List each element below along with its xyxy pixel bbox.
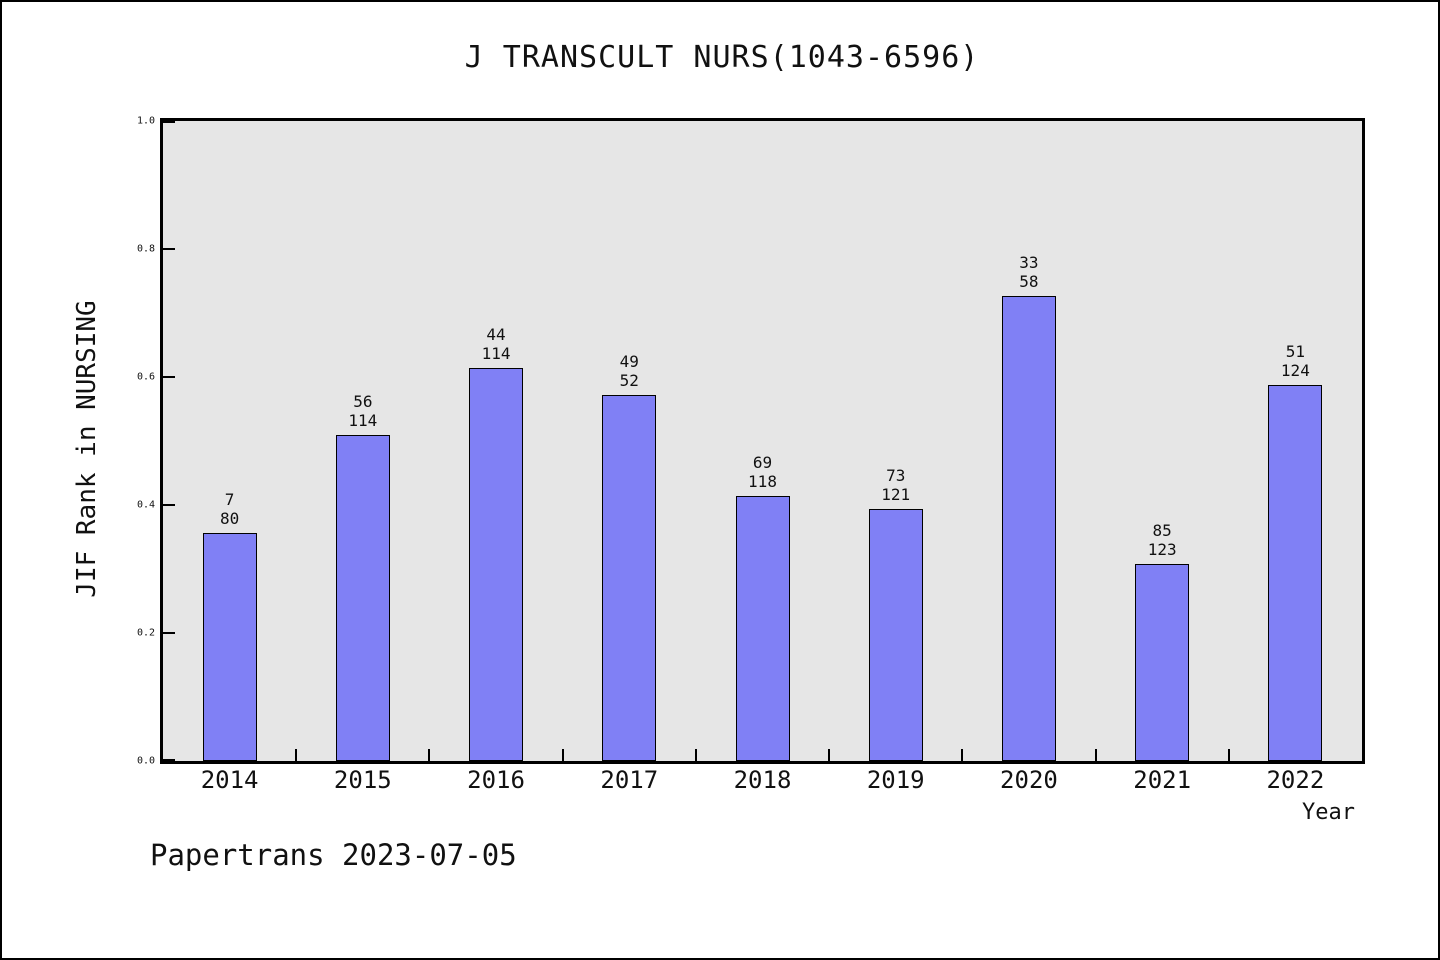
y-tick-label-0.6: 0.6 [136, 371, 155, 383]
bar-value-line2: 114 [481, 344, 511, 363]
y-tick-mark [163, 632, 175, 634]
x-tick-label-2021: 2021 [1133, 766, 1192, 794]
x-tick-label-2017: 2017 [600, 766, 659, 794]
bar-value-label-2022: 51 124 [1245, 342, 1345, 380]
x-tick-mark [1227, 749, 1230, 761]
bar-value-line2: 123 [1147, 540, 1177, 559]
x-tick-mark [1094, 749, 1097, 761]
bar-value-line1: 56 [353, 392, 373, 411]
bar-value-line1: 51 [1285, 342, 1305, 361]
bar-value-label-2019: 73 121 [846, 466, 946, 504]
bar-2022 [1268, 385, 1323, 761]
bar-value-line2: 124 [1280, 361, 1310, 380]
bar-value-line2: 58 [1019, 272, 1039, 291]
chart-title: J TRANSCULT NURS(1043-6596) [464, 40, 980, 75]
x-axis-label: Year [1302, 800, 1355, 825]
bar-value-label-2021: 85 123 [1112, 521, 1212, 559]
y-tick-mark [163, 248, 175, 250]
bar-value-line2: 114 [348, 411, 378, 430]
bar-2018 [735, 496, 790, 761]
plot-area: 7 80 56 114 44 114 49 52 69 118 73 121 33 58 85 123 51 12… [160, 118, 1365, 764]
y-tick-mark [163, 759, 175, 761]
bar-value-line2: 121 [881, 485, 911, 504]
x-tick-mark [961, 749, 964, 761]
x-tick-label-2016: 2016 [467, 766, 525, 794]
y-tick-label-1.0: 1.0 [136, 115, 155, 127]
x-tick-label-2018: 2018 [733, 766, 792, 794]
watermark-text: Papertrans 2023-07-05 [150, 838, 517, 872]
bar-value-label-2020: 33 58 [979, 253, 1079, 291]
y-tick-label-0.2: 0.2 [136, 627, 155, 639]
bar-value-line1: 7 [224, 490, 235, 509]
y-tick-mark [163, 376, 175, 378]
bar-value-line1: 73 [886, 466, 906, 485]
bar-value-line1: 44 [486, 325, 506, 344]
bar-2019 [868, 509, 923, 761]
x-tick-mark [295, 749, 298, 761]
bar-2016 [469, 368, 524, 761]
y-tick-label-0.8: 0.8 [136, 243, 155, 255]
x-tick-mark [428, 749, 431, 761]
y-tick-mark [163, 504, 175, 506]
y-tick-label-0.4: 0.4 [136, 499, 155, 511]
bar-value-label-2014: 7 80 [180, 490, 280, 528]
bar-value-line2: 52 [619, 371, 639, 390]
y-axis-label: JIF Rank in NURSING [72, 300, 102, 598]
bar-value-line2: 80 [219, 509, 240, 528]
bar-value-line1: 69 [752, 453, 773, 472]
bar-value-label-2016: 44 114 [446, 325, 546, 363]
bar-value-label-2018: 69 118 [713, 453, 813, 491]
bar-value-line2: 118 [748, 472, 777, 491]
bar-value-line1: 85 [1152, 521, 1172, 540]
bar-2017 [602, 395, 657, 761]
x-tick-label-2020: 2020 [1000, 766, 1058, 794]
bar-2015 [335, 435, 390, 761]
bar-2020 [1001, 296, 1056, 761]
x-tick-mark [828, 749, 831, 761]
y-tick-label-0.0: 0.0 [136, 755, 155, 767]
x-tick-label-2015: 2015 [333, 766, 392, 794]
bar-2021 [1135, 564, 1190, 761]
x-tick-mark [561, 749, 564, 761]
bar-2014 [202, 533, 257, 761]
bar-value-line1: 49 [619, 352, 639, 371]
y-tick-mark [163, 121, 175, 123]
x-tick-label-2014: 2014 [200, 766, 259, 794]
bar-value-label-2015: 56 114 [313, 392, 413, 430]
x-tick-label-2022: 2022 [1266, 766, 1325, 794]
bar-value-label-2017: 49 52 [579, 352, 679, 390]
x-tick-mark [694, 749, 697, 761]
x-tick-label-2019: 2019 [866, 766, 925, 794]
bar-value-line1: 33 [1019, 253, 1039, 272]
